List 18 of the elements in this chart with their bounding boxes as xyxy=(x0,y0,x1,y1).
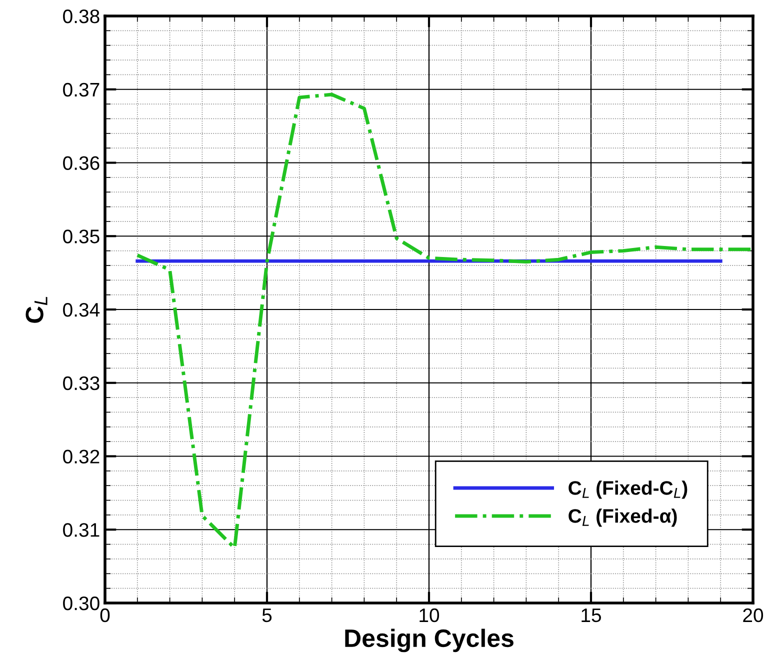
y-tick-label: 0.34 xyxy=(63,302,100,317)
y-axis-title: C$_{L}$ xyxy=(26,296,48,323)
y-tick-label: 0.36 xyxy=(63,156,100,170)
y-tick-label: 0.35 xyxy=(63,230,100,244)
y-tick-label: 0.30 xyxy=(63,596,100,610)
y-tick-label: 0.31 xyxy=(63,523,100,537)
x-tick-label: 0 xyxy=(100,608,110,622)
x-tick-label: 15 xyxy=(582,608,601,622)
x-axis-title: Design Cycles xyxy=(345,628,514,652)
y-tick-label: 0.38 xyxy=(63,9,100,24)
x-tick-label: 20 xyxy=(743,608,764,622)
x-tick-label: 10 xyxy=(420,608,440,622)
legend-label: C$_{L}$ (Fixed-C$_{L}$) xyxy=(568,480,688,499)
legend-label: C$_{L}$ (Fixed-α) xyxy=(568,508,677,527)
x-tick-label: 5 xyxy=(262,608,272,622)
y-tick-label: 0.33 xyxy=(63,376,100,390)
y-tick-label: 0.32 xyxy=(63,450,100,464)
y-tick-label: 0.37 xyxy=(63,82,100,97)
